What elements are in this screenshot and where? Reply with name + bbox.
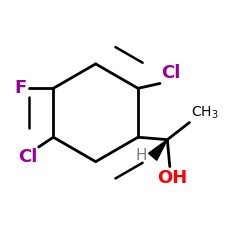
Text: F: F xyxy=(15,79,27,97)
Text: H: H xyxy=(136,148,147,163)
Text: Cl: Cl xyxy=(161,64,180,82)
Text: CH$_3$: CH$_3$ xyxy=(190,104,218,120)
Text: OH: OH xyxy=(157,169,187,187)
Text: Cl: Cl xyxy=(18,148,38,166)
Polygon shape xyxy=(148,140,167,160)
